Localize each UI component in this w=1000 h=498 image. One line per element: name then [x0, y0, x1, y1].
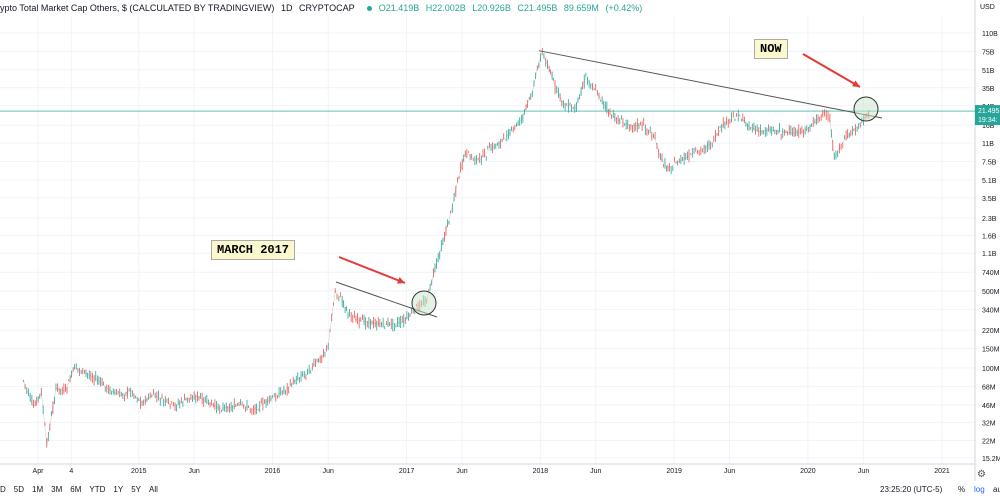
y-tick-label: 32M: [982, 420, 996, 427]
x-tick-label: Jun: [456, 468, 467, 475]
ohlc-close: C21.495B: [517, 3, 558, 13]
change-percent: (+0.42%): [605, 3, 643, 13]
interval-label[interactable]: 1D: [280, 3, 293, 13]
auto-scale-toggle[interactable]: au: [993, 485, 1000, 494]
y-tick-label: 2.3B: [982, 216, 997, 223]
y-tick-label: 500M: [982, 289, 1000, 296]
y-tick-label: 220M: [982, 328, 1000, 335]
range-button-3m[interactable]: 3M: [51, 485, 63, 494]
status-dot-icon: [367, 6, 373, 12]
y-tick-label: 100M: [982, 366, 1000, 373]
x-tick-label: 2019: [666, 468, 682, 475]
x-tick-label: 2021: [934, 468, 950, 475]
candles: [22, 47, 870, 448]
highlight-circle-2017[interactable]: [411, 290, 437, 316]
range-button-1y[interactable]: 1Y: [113, 485, 124, 494]
y-tick-label: 7.5B: [982, 159, 997, 166]
x-tick-label: 2015: [131, 468, 147, 475]
highlight-circle-now[interactable]: [853, 96, 879, 122]
range-button-1m[interactable]: 1M: [32, 485, 44, 494]
currency-label: USD: [980, 4, 995, 11]
x-tick-label: 2017: [399, 468, 415, 475]
x-tick-label: 2018: [533, 468, 549, 475]
bottom-toolbar: D 5D 1M 3M 6M YTD 1Y 5Y All 23:25:20 (UTC-5) % l…: [0, 481, 1000, 498]
exchange-label: CRYPTOCAP: [298, 3, 355, 13]
log-scale-toggle[interactable]: log: [974, 485, 985, 494]
range-button-5d[interactable]: 5D: [13, 485, 25, 494]
current-price-label: 21.495: [978, 108, 1000, 115]
y-tick-label: 46M: [982, 403, 996, 410]
y-tick-label: 110B: [982, 31, 998, 38]
annotation-now[interactable]: NOW: [754, 39, 788, 59]
ohlc-low: L20.926B: [472, 3, 511, 13]
y-tick-label: 150M: [982, 347, 1000, 354]
x-tick-label: Jun: [858, 468, 869, 475]
series-line: [23, 52, 871, 445]
x-tick-label: 4: [69, 468, 73, 475]
current-price-tag: [975, 105, 1000, 126]
y-tick-label: 740M: [982, 270, 1000, 277]
x-tick-label: Apr: [33, 468, 45, 475]
x-tick-label: 2020: [800, 468, 816, 475]
arrow-march-2017[interactable]: [338, 256, 406, 284]
y-tick-label: 1.6B: [982, 233, 997, 240]
y-tick-label: 340M: [982, 307, 1000, 314]
percent-scale-toggle[interactable]: %: [958, 485, 966, 494]
annotation-march-2017[interactable]: MARCH 2017: [211, 240, 296, 260]
arrow-now[interactable]: [802, 53, 861, 88]
y-tick-label: 75B: [982, 49, 995, 56]
y-tick-label: 68M: [982, 384, 996, 391]
range-button-5y[interactable]: 5Y: [131, 485, 141, 494]
chart-title: ypto Total Market Cap Others, $ (CALCULA…: [0, 3, 275, 13]
x-tick-label: Jun: [323, 468, 334, 475]
range-button-ytd[interactable]: YTD: [89, 485, 106, 494]
range-button-6m[interactable]: 6M: [70, 485, 82, 494]
x-tick-label: Jun: [590, 468, 601, 475]
y-tick-label: 15.2M: [982, 456, 1000, 463]
range-button-all[interactable]: All: [148, 485, 158, 494]
price-chart[interactable]: 110B75B51B35B24B16B11B7.5B5.1B3.5B2.3B1.…: [0, 0, 1000, 481]
settings-gear-icon[interactable]: ⚙: [977, 469, 986, 480]
ohlc-high: H22.002B: [425, 3, 466, 13]
clock[interactable]: 23:25:20 (UTC-5): [880, 485, 943, 494]
x-tick-label: Jun: [724, 468, 735, 475]
y-tick-label: 11B: [982, 141, 994, 148]
y-tick-label: 3.5B: [982, 196, 997, 203]
ohlc-open: O21.419B: [378, 3, 420, 13]
y-tick-label: 35B: [982, 86, 995, 93]
grid: [0, 16, 975, 464]
y-tick-label: 5.1B: [982, 178, 997, 185]
x-tick-label: Jun: [188, 468, 199, 475]
x-tick-label: 2016: [265, 468, 281, 475]
chart-header: ypto Total Market Cap Others, $ (CALCULA…: [0, 0, 975, 16]
y-tick-label: 1.1B: [982, 251, 997, 258]
y-tick-label: 16B: [982, 123, 995, 130]
countdown-label: 19:34:: [978, 117, 998, 124]
volume-value: 89.659M: [563, 3, 599, 13]
price-axis[interactable]: [975, 0, 1000, 481]
range-selector: D 5D 1M 3M 6M YTD 1Y 5Y All: [0, 481, 166, 498]
trendline-2018[interactable]: [538, 50, 883, 119]
y-tick-label: 51B: [982, 68, 995, 75]
y-tick-label: 22M: [982, 438, 996, 445]
range-button-d[interactable]: D: [0, 485, 6, 494]
